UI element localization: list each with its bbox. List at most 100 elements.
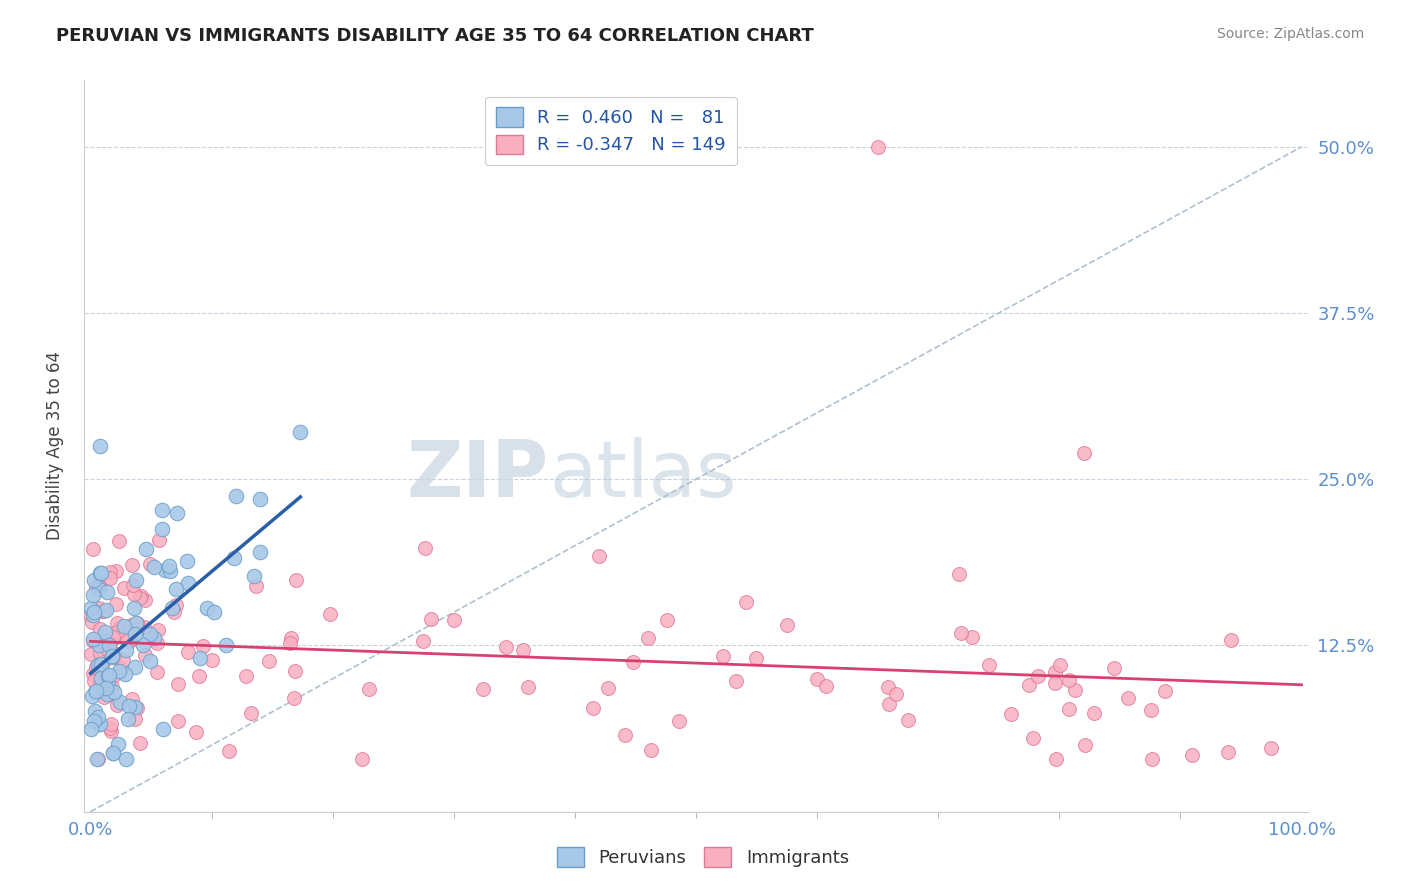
Point <box>166 598 188 612</box>
Point <box>655 613 678 627</box>
Point <box>443 613 465 627</box>
Point <box>1260 741 1282 756</box>
Point <box>80 600 103 615</box>
Point <box>724 673 747 688</box>
Point <box>157 558 180 573</box>
Point <box>115 634 138 648</box>
Point <box>84 685 107 699</box>
Point <box>668 714 690 728</box>
Text: atlas: atlas <box>550 437 737 513</box>
Point <box>86 751 108 765</box>
Point <box>977 657 1000 672</box>
Point <box>101 680 124 694</box>
Point <box>962 630 984 644</box>
Point <box>143 631 166 645</box>
Point <box>284 664 307 678</box>
Point <box>806 672 828 686</box>
Point <box>139 627 162 641</box>
Point <box>86 751 108 765</box>
Point <box>134 648 156 662</box>
Point <box>112 653 135 667</box>
Point <box>96 603 118 617</box>
Text: PERUVIAN VS IMMIGRANTS DISABILITY AGE 35 TO 64 CORRELATION CHART: PERUVIAN VS IMMIGRANTS DISABILITY AGE 35… <box>56 27 814 45</box>
Point <box>90 657 112 671</box>
Point <box>193 639 215 653</box>
Point <box>1116 691 1139 706</box>
Point <box>884 686 907 700</box>
Point <box>101 747 124 761</box>
Point <box>115 643 138 657</box>
Point <box>128 591 150 605</box>
Point <box>98 668 121 682</box>
Point <box>950 625 973 640</box>
Point <box>120 632 142 647</box>
Point <box>495 640 517 655</box>
Point <box>1073 445 1095 459</box>
Point <box>87 582 110 596</box>
Point <box>745 651 768 665</box>
Point <box>188 669 211 683</box>
Point <box>1057 702 1080 716</box>
Point <box>134 593 156 607</box>
Point <box>107 534 129 549</box>
Point <box>96 635 118 649</box>
Point <box>103 685 125 699</box>
Point <box>96 585 118 599</box>
Legend: Peruvians, Immigrants: Peruvians, Immigrants <box>550 839 856 874</box>
Point <box>97 668 120 682</box>
Point <box>162 601 184 615</box>
Point <box>163 605 186 619</box>
Point <box>280 631 302 645</box>
Point <box>107 737 129 751</box>
Point <box>202 605 225 619</box>
Point <box>104 564 127 578</box>
Point <box>257 654 280 668</box>
Point <box>79 607 101 622</box>
Point <box>104 597 127 611</box>
Point <box>89 678 111 692</box>
Point <box>588 549 610 564</box>
Point <box>359 681 381 696</box>
Point <box>103 668 125 682</box>
Point <box>598 681 620 695</box>
Point <box>82 632 104 646</box>
Point <box>278 635 301 649</box>
Point <box>1000 706 1022 721</box>
Point <box>150 522 173 536</box>
Point <box>1154 684 1177 698</box>
Point <box>101 630 124 644</box>
Point <box>148 533 170 548</box>
Point <box>82 615 104 629</box>
Point <box>107 624 129 639</box>
Point <box>101 746 124 760</box>
Point <box>318 607 340 621</box>
Point <box>948 566 970 581</box>
Point <box>82 542 104 557</box>
Point <box>122 578 145 592</box>
Point <box>350 751 373 765</box>
Point <box>112 581 135 595</box>
Point <box>97 678 120 692</box>
Point <box>83 605 105 619</box>
Point <box>166 714 188 728</box>
Point <box>242 568 264 582</box>
Point <box>122 586 145 600</box>
Point <box>121 691 143 706</box>
Point <box>582 701 605 715</box>
Point <box>83 714 105 728</box>
Point <box>91 655 114 669</box>
Point <box>91 634 114 648</box>
Point <box>108 621 131 635</box>
Point <box>104 648 127 663</box>
Point <box>83 704 105 718</box>
Point <box>114 667 136 681</box>
Point <box>91 657 114 671</box>
Point <box>195 600 218 615</box>
Point <box>124 626 146 640</box>
Point <box>249 492 271 507</box>
Point <box>103 646 125 660</box>
Point <box>1216 745 1239 759</box>
Point <box>472 681 495 696</box>
Point <box>1057 673 1080 687</box>
Point <box>1026 669 1049 683</box>
